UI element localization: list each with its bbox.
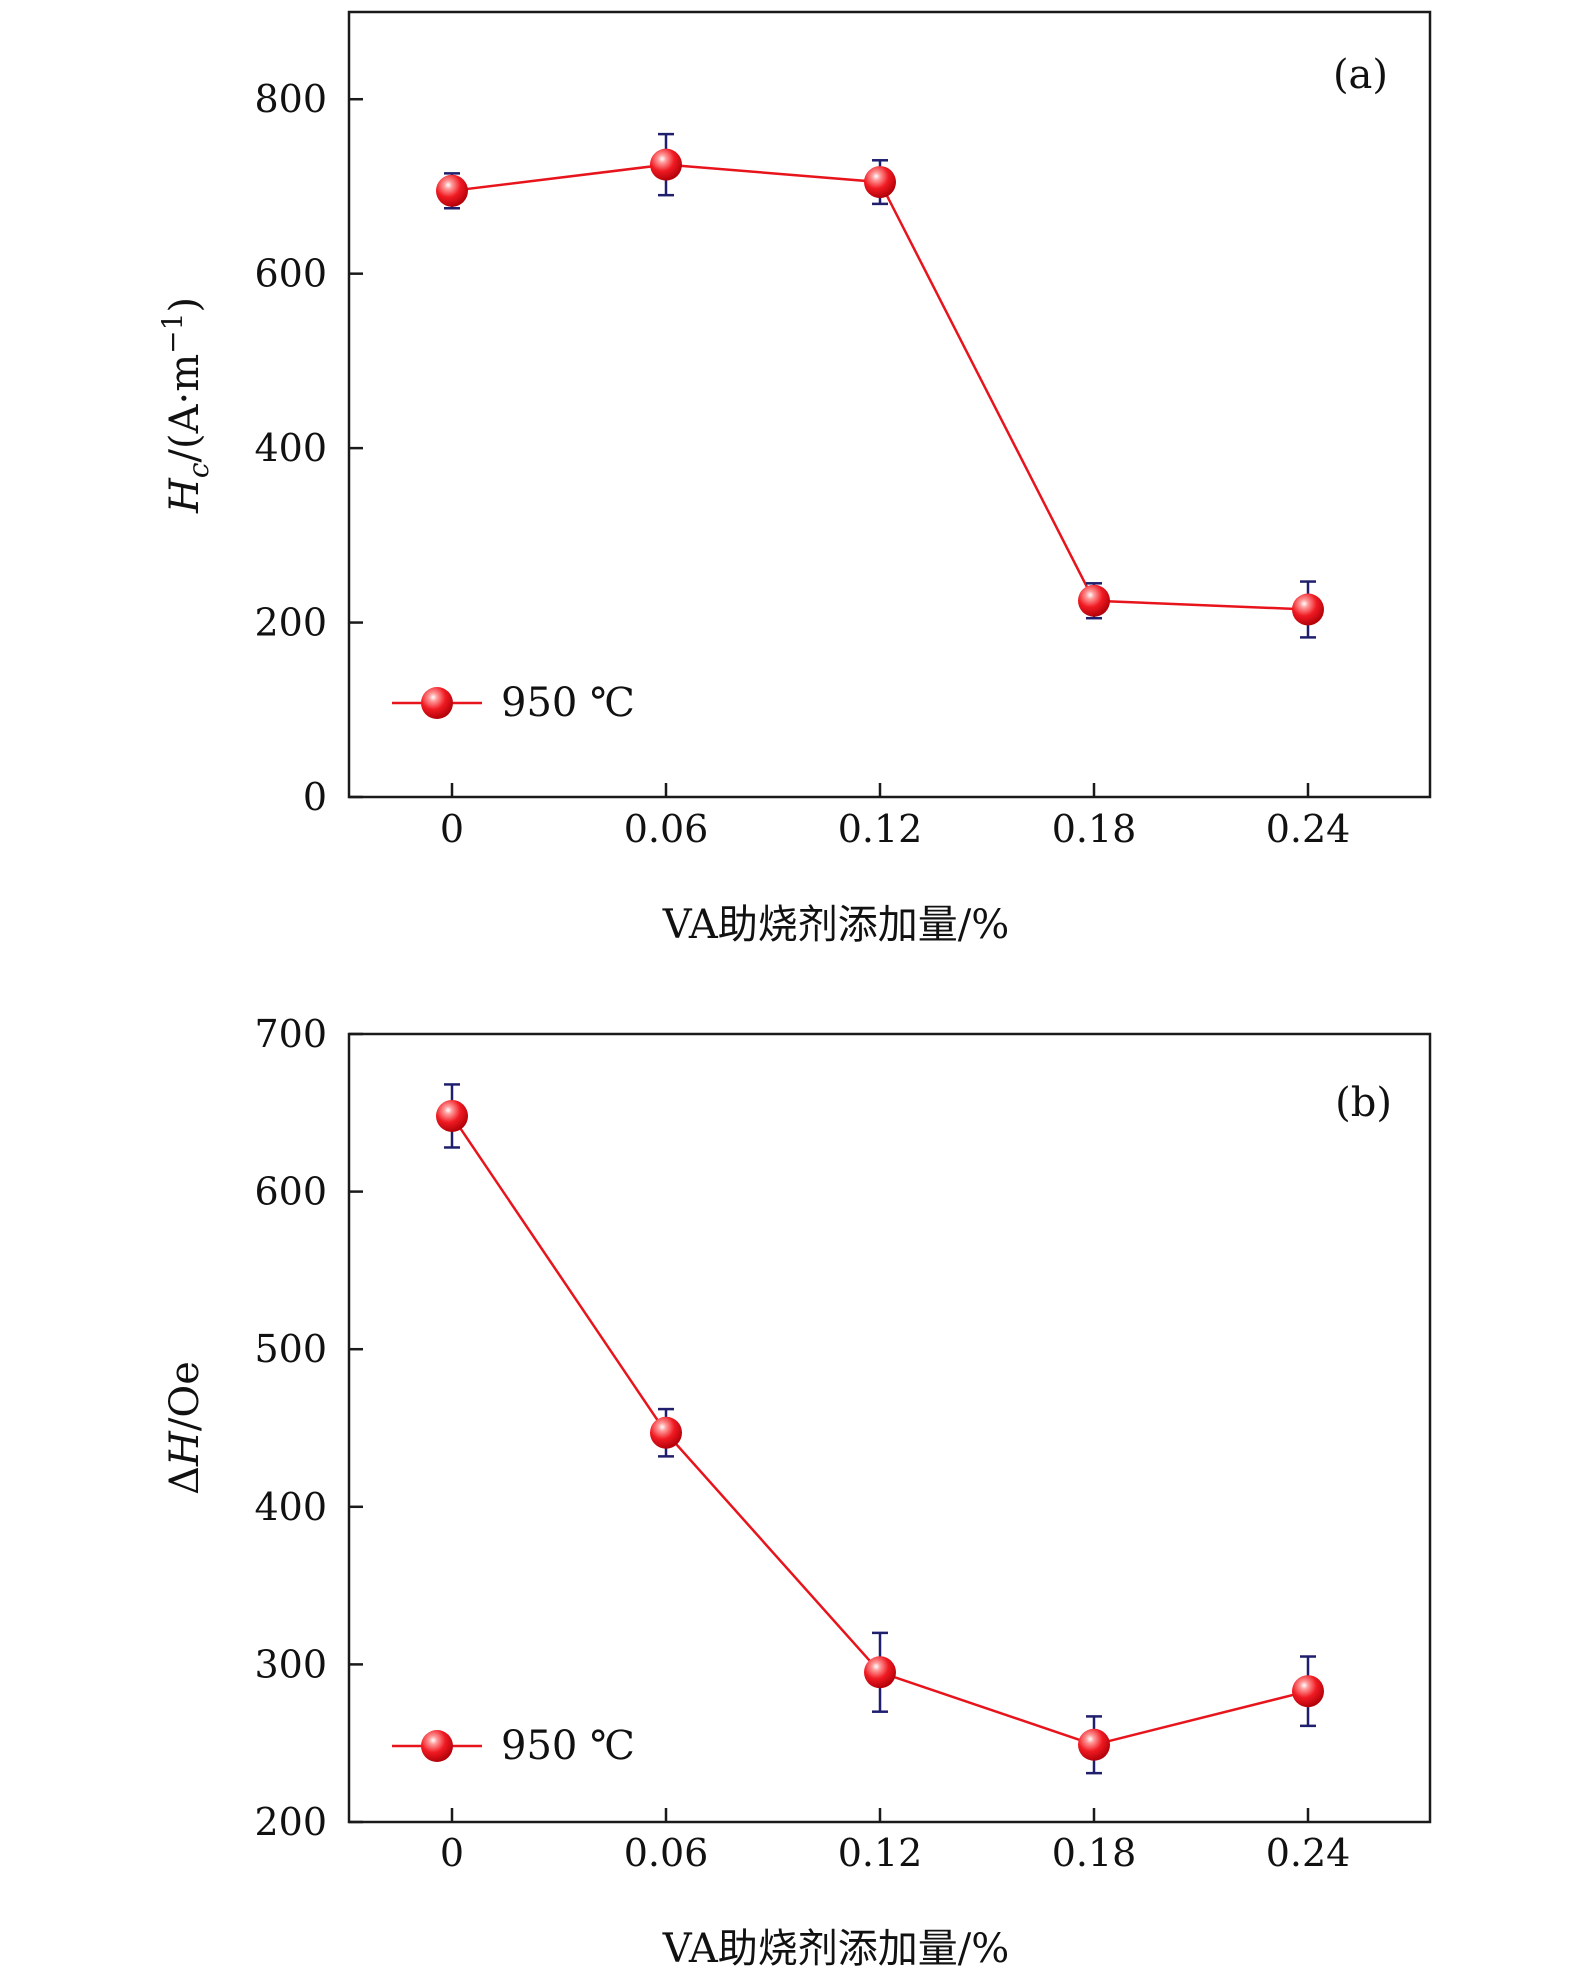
plot-frame-b <box>347 1032 1432 1824</box>
x-ticks-b: 0 0.06 0.12 0.18 0.24 <box>440 1808 1350 1875</box>
chart-panel-b: 200 300 400 500 600 700 0 0.06 0.12 0.18 0.24 (b)… <box>162 1012 1432 1972</box>
legend-label-b: 950 ℃ <box>501 1723 635 1769</box>
series-line-a <box>451 163 1309 611</box>
data-point-a-2 <box>864 166 896 199</box>
x-tick-label-a-4: 0.24 <box>1266 807 1351 851</box>
panel-label-b: (b) <box>1335 1080 1392 1126</box>
x-ticks-a: 0 0.06 0.12 0.18 0.24 <box>440 783 1350 851</box>
y-tick-label-a-3: 600 <box>254 252 327 296</box>
y-axis-label-b-main: H <box>162 1430 208 1467</box>
y-ticks-a: 0 200 400 600 800 <box>254 77 363 819</box>
y-axis-label-a-sup: −1 <box>156 313 189 354</box>
chart-panel-a: 0 200 400 600 800 0 0.06 0.12 0.18 0.24 (a) 950 … <box>156 10 1432 948</box>
y-tick-label-b-0: 200 <box>254 1800 327 1844</box>
x-axis-label-b: VA助烧剂添加量/% <box>662 1926 1010 1972</box>
data-point-a-4 <box>1292 593 1324 626</box>
y-axis-label-a-sub: c <box>182 462 215 478</box>
x-tick-label-b-3: 0.18 <box>1052 1831 1137 1875</box>
legend-marker-a <box>421 687 453 719</box>
x-tick-label-a-2: 0.12 <box>838 807 923 851</box>
x-tick-label-a-0: 0 <box>440 807 464 851</box>
data-point-a-0 <box>436 174 468 207</box>
data-point-b-4 <box>1292 1675 1324 1708</box>
legend-marker-b <box>421 1730 453 1762</box>
y-tick-label-a-4: 800 <box>254 77 327 121</box>
y-ticks-b: 200 300 400 500 600 700 <box>254 1012 363 1844</box>
y-tick-label-b-1: 300 <box>254 1642 327 1686</box>
x-axis-label-a: VA助烧剂添加量/% <box>662 902 1010 948</box>
y-tick-label-b-4: 600 <box>254 1170 327 1214</box>
data-point-b-1 <box>650 1416 682 1449</box>
y-axis-label-a-close: ) <box>162 297 208 313</box>
y-axis-label-b: ΔH/Oe <box>162 1361 208 1495</box>
x-tick-label-a-1: 0.06 <box>624 807 709 851</box>
x-tick-label-b-1: 0.06 <box>624 1831 709 1875</box>
data-point-b-3 <box>1078 1728 1110 1761</box>
x-tick-label-a-3: 0.18 <box>1052 807 1137 851</box>
series-a <box>436 132 1324 639</box>
x-tick-label-b-0: 0 <box>440 1831 464 1875</box>
y-axis-label-b-unit: /Oe <box>162 1361 208 1431</box>
data-point-a-1 <box>650 148 682 181</box>
x-tick-label-b-2: 0.12 <box>838 1831 923 1875</box>
plot-frame-a <box>347 10 1432 799</box>
y-tick-label-b-5: 700 <box>254 1012 327 1056</box>
y-tick-label-a-1: 200 <box>254 601 327 645</box>
legend-a: 950 ℃ <box>392 680 635 726</box>
y-tick-label-b-2: 400 <box>254 1485 327 1529</box>
data-point-a-3 <box>1078 584 1110 617</box>
y-tick-label-b-3: 500 <box>254 1327 327 1371</box>
y-tick-label-a-2: 400 <box>254 426 327 470</box>
data-point-b-2 <box>864 1656 896 1689</box>
y-axis-label-b-prefix: Δ <box>162 1466 208 1495</box>
x-tick-label-b-4: 0.24 <box>1266 1831 1351 1875</box>
y-tick-label-a-0: 0 <box>303 775 327 819</box>
series-b <box>436 1083 1324 1775</box>
legend-label-a: 950 ℃ <box>501 680 635 726</box>
y-axis-label-a: Hc/(A·m−1) <box>156 297 215 514</box>
y-axis-label-a-unit: /(A·m <box>162 354 208 463</box>
data-point-b-0 <box>436 1099 468 1132</box>
y-axis-label-a-main: H <box>162 477 208 514</box>
panel-label-a: (a) <box>1333 52 1388 98</box>
legend-b: 950 ℃ <box>392 1723 635 1769</box>
